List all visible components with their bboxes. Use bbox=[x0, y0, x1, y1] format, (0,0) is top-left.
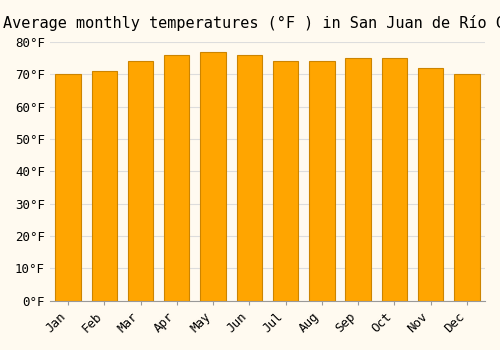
Bar bbox=[92, 71, 117, 301]
Bar bbox=[382, 58, 407, 301]
Bar bbox=[128, 61, 153, 301]
Title: Average monthly temperatures (°F ) in San Juan de Río Coco: Average monthly temperatures (°F ) in Sa… bbox=[3, 15, 500, 31]
Bar bbox=[56, 74, 80, 301]
Bar bbox=[273, 61, 298, 301]
Bar bbox=[309, 61, 334, 301]
Bar bbox=[236, 55, 262, 301]
Bar bbox=[454, 74, 479, 301]
Bar bbox=[346, 58, 371, 301]
Bar bbox=[164, 55, 190, 301]
Bar bbox=[418, 68, 444, 301]
Bar bbox=[200, 51, 226, 301]
